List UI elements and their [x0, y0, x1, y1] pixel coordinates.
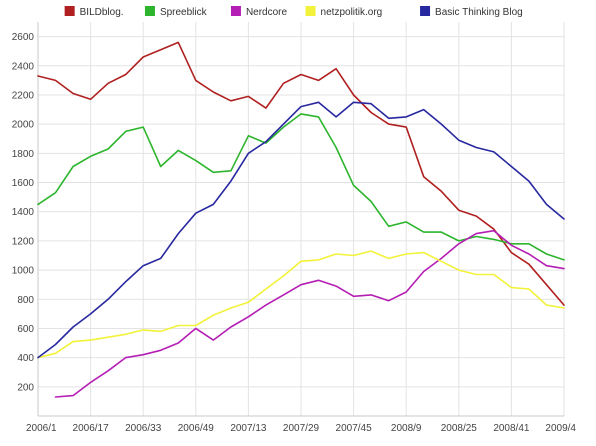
series-line-netzpolitik-org: [37, 250, 565, 359]
legend-swatch-nerdcore: [230, 6, 241, 16]
legend-label-basic-thinking-blog: Basic Thinking Blog: [435, 7, 523, 18]
legend-label-nerdcore: Nerdcore: [246, 7, 288, 18]
legend-swatch-netzpolitik-org: [305, 6, 316, 16]
y-tick-label: 400: [17, 353, 34, 364]
y-tick-label: 1000: [12, 266, 35, 277]
series-line-bildblog: [37, 41, 565, 306]
grid: [37, 22, 565, 416]
y-tick-label: 1600: [12, 178, 35, 189]
y-tick-label: 2400: [12, 61, 35, 72]
y-tick-label: 1800: [12, 149, 35, 160]
legend: BILDblog. Spreeblick Nerdcore netzpolitik.o…: [64, 6, 523, 18]
x-tick-label: 2006/33: [125, 423, 162, 434]
series-line-basic-thinking-blog: [37, 101, 565, 359]
x-tick-label: 2008/41: [493, 423, 530, 434]
x-tick-label: 2007/29: [283, 423, 320, 434]
legend-swatch-bildblog: [64, 6, 75, 16]
x-tick-label: 2006/17: [73, 423, 110, 434]
legend-label-spreeblick: Spreeblick: [160, 7, 208, 18]
y-tick-label: 1200: [12, 236, 35, 247]
x-tick-label: 2009/4: [545, 423, 576, 434]
series-line-spreeblick: [37, 113, 565, 261]
legend-swatch-basic-thinking-blog: [420, 6, 431, 16]
legend-label-netzpolitik-org: netzpolitik.org: [321, 7, 383, 18]
x-tick-label: 2006/49: [178, 423, 215, 434]
y-tick-label: 1400: [12, 207, 35, 218]
x-tick-label: 2007/45: [336, 423, 373, 434]
x-tick-label: 2008/25: [441, 423, 478, 434]
x-tick-label: 2006/1: [26, 423, 57, 434]
y-tick-label: 600: [17, 324, 34, 335]
x-tick-label: 2008/9: [391, 423, 422, 434]
legend-label-bildblog: BILDblog.: [80, 7, 124, 18]
x-tick-label: 2007/13: [230, 423, 267, 434]
y-tick-label: 200: [17, 382, 34, 393]
y-tick-label: 2200: [12, 90, 35, 101]
series-lines: [37, 41, 565, 398]
y-tick-label: 2600: [12, 32, 35, 43]
y-tick-label: 2000: [12, 120, 35, 131]
series-line-nerdcore: [54, 229, 565, 398]
y-tick-label: 800: [17, 295, 34, 306]
legend-swatch-spreeblick: [144, 6, 155, 16]
